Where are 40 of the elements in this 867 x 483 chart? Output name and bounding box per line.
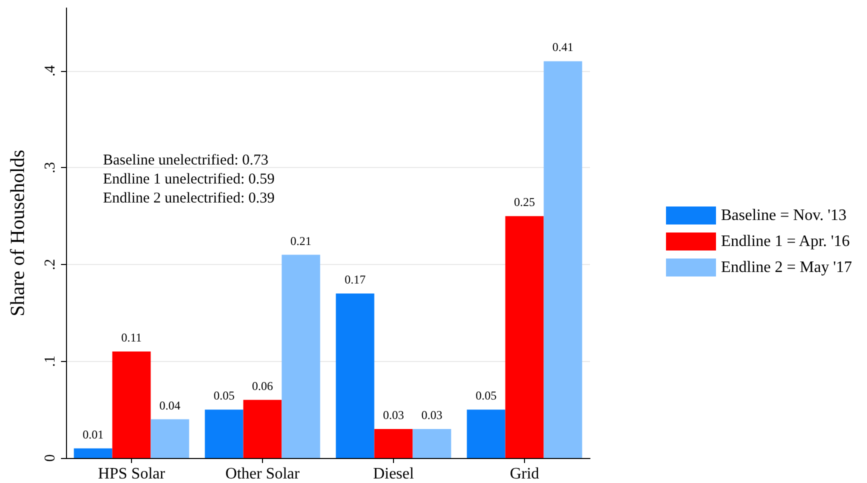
y-tick-label: .3 — [42, 162, 58, 174]
bar — [336, 293, 374, 458]
annotation: Baseline unelectrified: 0.73 — [103, 152, 268, 168]
bar — [466, 410, 506, 458]
bar — [374, 428, 413, 458]
data-label: 0.21 — [290, 234, 312, 248]
bar — [243, 400, 282, 458]
bar — [204, 410, 244, 458]
y-tick-label: 0 — [42, 454, 58, 462]
data-label: 0.41 — [552, 40, 574, 54]
data-label: 0.11 — [121, 330, 142, 345]
data-label: 0.03 — [421, 408, 442, 422]
data-label: 0.01 — [82, 427, 104, 442]
data-label: 0.05 — [214, 388, 235, 403]
x-tick-label: Grid — [510, 466, 540, 482]
data-label: 0.05 — [476, 388, 497, 403]
data-label: 0.03 — [383, 408, 404, 422]
legend-label: Baseline = Nov. '13 — [721, 207, 847, 224]
annotation: Endline 2 unelectrified: 0.39 — [103, 190, 275, 206]
bar — [505, 216, 544, 458]
y-tick-label: .2 — [42, 258, 58, 270]
y-tick-label: .1 — [42, 356, 58, 367]
bar — [112, 352, 151, 458]
data-label: 0.06 — [252, 378, 273, 393]
data-label: 0.25 — [514, 195, 535, 210]
x-tick-label: Diesel — [373, 466, 414, 482]
legend-label: Endline 2 = May '17 — [721, 259, 852, 276]
data-label: 0.17 — [344, 272, 366, 286]
legend-label: Endline 1 = Apr. '16 — [721, 233, 850, 250]
data-label: 0.04 — [159, 398, 180, 412]
y-tick-label: .4 — [42, 64, 58, 77]
bar — [74, 448, 112, 458]
x-tick-label: Other Solar — [225, 466, 300, 482]
bar — [150, 419, 190, 458]
y-axis-title: Share of Households — [7, 149, 29, 316]
annotation: Endline 1 unelectrified: 0.59 — [103, 172, 275, 188]
bar — [412, 428, 452, 458]
x-tick-label: HPS Solar — [98, 466, 166, 482]
bar — [282, 254, 320, 458]
bar — [544, 61, 582, 458]
